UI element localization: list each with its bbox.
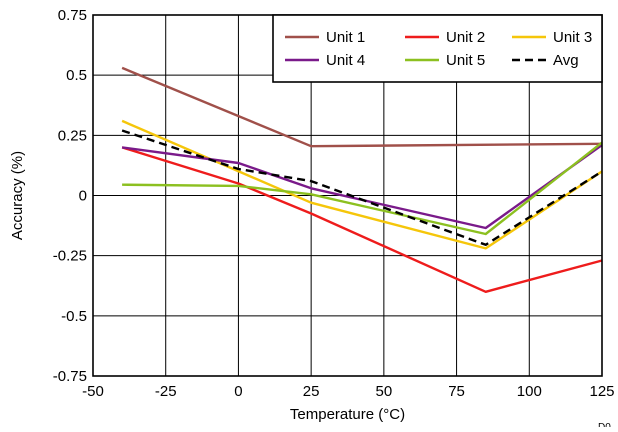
legend-label: Unit 3 bbox=[553, 29, 592, 46]
series-line-unit-3 bbox=[121, 119, 603, 250]
legend-label: Unit 5 bbox=[446, 52, 485, 69]
tick-labels: -50 -25 0 25 50 75 100 125 0.75 0.5 0.25 0 -0.25 -0.5… bbox=[53, 7, 615, 400]
x-tick-label: -25 bbox=[155, 383, 177, 400]
y-axis-label: Accuracy (%) bbox=[9, 151, 26, 240]
y-tick-label: -0.25 bbox=[53, 248, 87, 265]
series-line-unit-1 bbox=[121, 66, 603, 148]
x-tick-label: 0 bbox=[234, 383, 242, 400]
x-tick-label: 75 bbox=[448, 383, 465, 400]
legend-box bbox=[272, 14, 603, 83]
y-tick-label: -0.75 bbox=[53, 368, 87, 385]
y-tick-label: -0.5 bbox=[61, 308, 87, 325]
x-tick-label: 25 bbox=[303, 383, 320, 400]
x-tick-label: 125 bbox=[589, 383, 614, 400]
series-line-unit-4 bbox=[121, 144, 603, 230]
watermark-text: D0 bbox=[598, 422, 611, 427]
x-tick-label: 100 bbox=[517, 383, 542, 400]
legend: Unit 1 Unit 2 Unit 3 Unit 4 Unit 5 Avg bbox=[272, 14, 603, 83]
series-group bbox=[121, 66, 603, 293]
x-tick-label: 50 bbox=[376, 383, 393, 400]
legend-label: Unit 2 bbox=[446, 29, 485, 46]
series-line-avg bbox=[121, 129, 603, 247]
x-tick-label: -50 bbox=[82, 383, 104, 400]
series-line-unit-2 bbox=[121, 146, 603, 293]
x-axis-label: Temperature (°C) bbox=[290, 406, 405, 423]
y-tick-label: 0 bbox=[79, 188, 87, 205]
legend-label: Unit 1 bbox=[326, 29, 365, 46]
y-tick-label: 0.25 bbox=[58, 127, 87, 144]
series-line-unit-5 bbox=[122, 141, 603, 236]
legend-label: Unit 4 bbox=[326, 52, 365, 69]
y-tick-label: 0.75 bbox=[58, 7, 87, 24]
y-tick-label: 0.5 bbox=[66, 67, 87, 84]
legend-label: Avg bbox=[553, 52, 579, 69]
